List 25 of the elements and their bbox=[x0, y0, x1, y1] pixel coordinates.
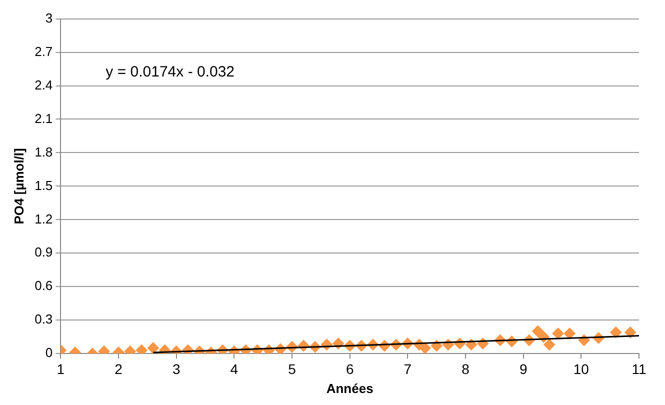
x-tick-label: 3 bbox=[172, 360, 180, 377]
x-tick-label: 8 bbox=[462, 360, 470, 377]
y-tick-label: 0.3 bbox=[34, 312, 53, 327]
y-tick-label: 0.9 bbox=[34, 244, 53, 260]
y-tick-label: 1.5 bbox=[34, 178, 53, 193]
x-tick-label: 4 bbox=[230, 360, 238, 377]
x-tick-label: 2 bbox=[114, 360, 123, 377]
x-tick-label: 1 bbox=[56, 360, 65, 377]
y-tick-label: 2.4 bbox=[34, 77, 53, 92]
y-tick-label: 1.8 bbox=[34, 144, 53, 160]
x-tick-label: 11 bbox=[632, 360, 646, 377]
x-tick-label: 9 bbox=[519, 360, 528, 377]
x-tick-label: 6 bbox=[346, 360, 354, 377]
x-tick-label: 5 bbox=[288, 360, 296, 377]
x-tick-label: 10 bbox=[573, 360, 590, 377]
x-tick-label: 7 bbox=[404, 360, 412, 377]
y-tick-label: 2.7 bbox=[34, 44, 53, 59]
y-tick-label: 1.2 bbox=[34, 211, 53, 226]
y-tick-label: 2.1 bbox=[34, 110, 53, 126]
y-tick-label: 0 bbox=[45, 345, 53, 360]
annotation: y = 0.0174x - 0.032 bbox=[106, 64, 235, 81]
y-axis-title: PO4 [µmol/l] bbox=[11, 148, 26, 224]
x-axis-title: Années bbox=[326, 380, 374, 396]
y-tick-label: 3 bbox=[45, 10, 53, 26]
y-tick-label: 0.6 bbox=[34, 278, 53, 294]
